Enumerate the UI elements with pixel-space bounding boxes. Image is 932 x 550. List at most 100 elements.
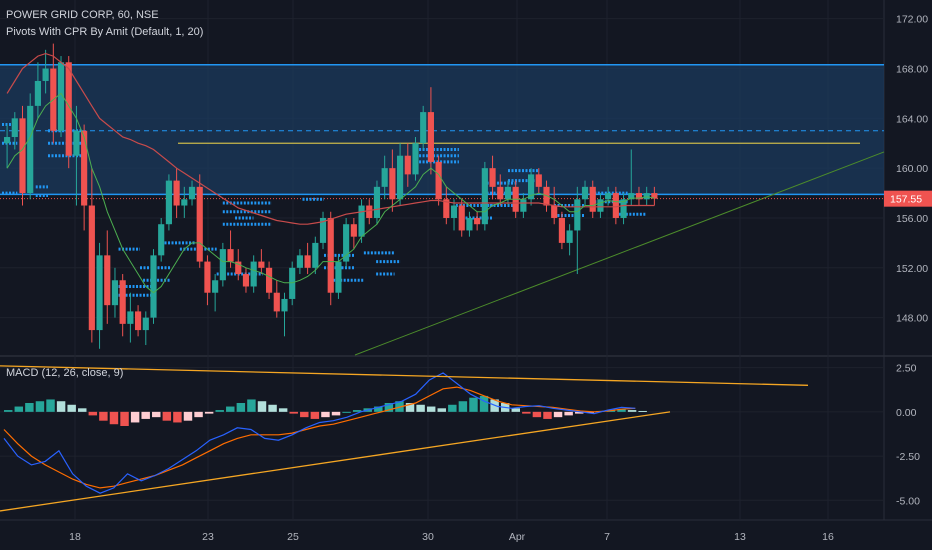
candle-body	[343, 224, 350, 262]
candle-body	[289, 267, 296, 299]
candle	[250, 255, 257, 293]
macd-histogram-bar	[479, 395, 489, 412]
candle-body	[427, 112, 434, 162]
macd-tick-label: -5.00	[896, 495, 920, 507]
candle	[612, 186, 619, 225]
macd-histogram-bar	[162, 411, 172, 421]
price-tick-label: 164.00	[896, 113, 928, 125]
candle-body	[188, 186, 196, 200]
candle	[212, 274, 219, 312]
candle	[497, 174, 504, 206]
candle	[427, 87, 434, 175]
candle	[34, 62, 41, 119]
candle	[96, 242, 103, 349]
macd-main-line	[3, 372, 636, 494]
candle-body	[27, 105, 34, 194]
candle-body	[258, 261, 265, 268]
candle	[520, 193, 527, 218]
macd-histogram-bar	[553, 411, 563, 418]
candle	[42, 49, 49, 94]
price-tick-label: 148.00	[896, 313, 928, 325]
macd-histogram-bar	[352, 410, 362, 412]
candle-body	[350, 224, 357, 237]
candle	[304, 242, 311, 275]
candle-body	[528, 174, 535, 200]
candle-body	[327, 217, 334, 293]
candle	[566, 224, 573, 256]
macd-histogram-bar	[78, 408, 87, 412]
price-axis[interactable]: 172.00 168.00 164.00 160.00 156.00 152.00 148.…	[896, 14, 928, 508]
macd-histogram-bar	[215, 410, 224, 412]
macd-indicator-label[interactable]: MACD (12, 26, close, 9)	[6, 367, 124, 379]
macd-histogram-bar	[88, 411, 98, 416]
candle	[651, 186, 658, 206]
green-trendline	[354, 151, 885, 356]
candle-body	[104, 255, 111, 306]
candle	[319, 211, 327, 250]
candle-body	[335, 261, 342, 293]
candle-body	[219, 249, 226, 281]
candle-body	[628, 193, 635, 200]
candle	[4, 124, 11, 169]
candle-body	[250, 261, 257, 287]
candle	[196, 174, 203, 268]
candle-body	[96, 255, 103, 331]
candle-body	[11, 118, 18, 138]
macd-histogram-bar	[627, 410, 637, 412]
candle	[528, 168, 535, 206]
macd-histogram-bar	[14, 406, 24, 412]
candle	[11, 112, 18, 150]
macd-histogram-bar	[120, 411, 129, 426]
macd-histogram-bar	[226, 406, 235, 412]
price-tick-label: 156.00	[896, 213, 928, 225]
macd-upper-trendline	[0, 365, 809, 386]
candle-body	[443, 199, 450, 218]
macd-histogram-bar	[289, 411, 298, 414]
candle-body	[535, 174, 542, 187]
time-axis[interactable]: 18 23 25 30 Apr 7 13 16	[69, 531, 834, 543]
candle-body	[620, 199, 627, 218]
candle	[266, 261, 273, 299]
macd-pane	[0, 365, 809, 512]
candle	[366, 199, 373, 225]
candle	[57, 56, 65, 138]
candle	[312, 236, 319, 275]
candle-body	[404, 155, 411, 175]
candle-body	[312, 242, 319, 268]
candle	[597, 193, 604, 218]
macd-histogram-bar	[141, 411, 150, 419]
candle-body	[474, 217, 481, 225]
candle	[181, 186, 188, 218]
candle	[605, 186, 612, 206]
candle-body	[435, 161, 442, 200]
candle-body	[142, 317, 149, 331]
macd-histogram-bar	[331, 411, 341, 416]
candle-body	[227, 249, 234, 262]
candle	[158, 217, 165, 262]
candle-body	[135, 311, 142, 331]
candle	[281, 292, 288, 337]
price-tick-label: 172.00	[896, 14, 928, 26]
candle	[443, 186, 450, 225]
macd-histogram-bar	[511, 408, 520, 412]
macd-histogram-bar	[56, 401, 66, 412]
candle-body	[589, 186, 596, 212]
candle	[420, 105, 427, 150]
candle-body	[296, 255, 303, 268]
macd-histogram-bar	[4, 410, 13, 412]
candle-body	[373, 186, 381, 218]
candle	[135, 305, 142, 337]
macd-histogram-bar	[416, 404, 425, 412]
macd-histogram-bar	[395, 401, 404, 412]
macd-histogram-bar	[532, 411, 542, 418]
candle	[273, 280, 280, 318]
indicator-label[interactable]: Pivots With CPR By Amit (Default, 1, 20)	[6, 26, 204, 38]
candle	[458, 199, 465, 237]
macd-histogram-bar	[236, 403, 246, 412]
candle	[188, 180, 196, 206]
candle-body	[281, 298, 288, 312]
candle-body	[81, 130, 88, 206]
macd-signal-line	[3, 386, 636, 489]
symbol-title[interactable]: POWER GRID CORP, 60, NSE	[6, 9, 159, 21]
